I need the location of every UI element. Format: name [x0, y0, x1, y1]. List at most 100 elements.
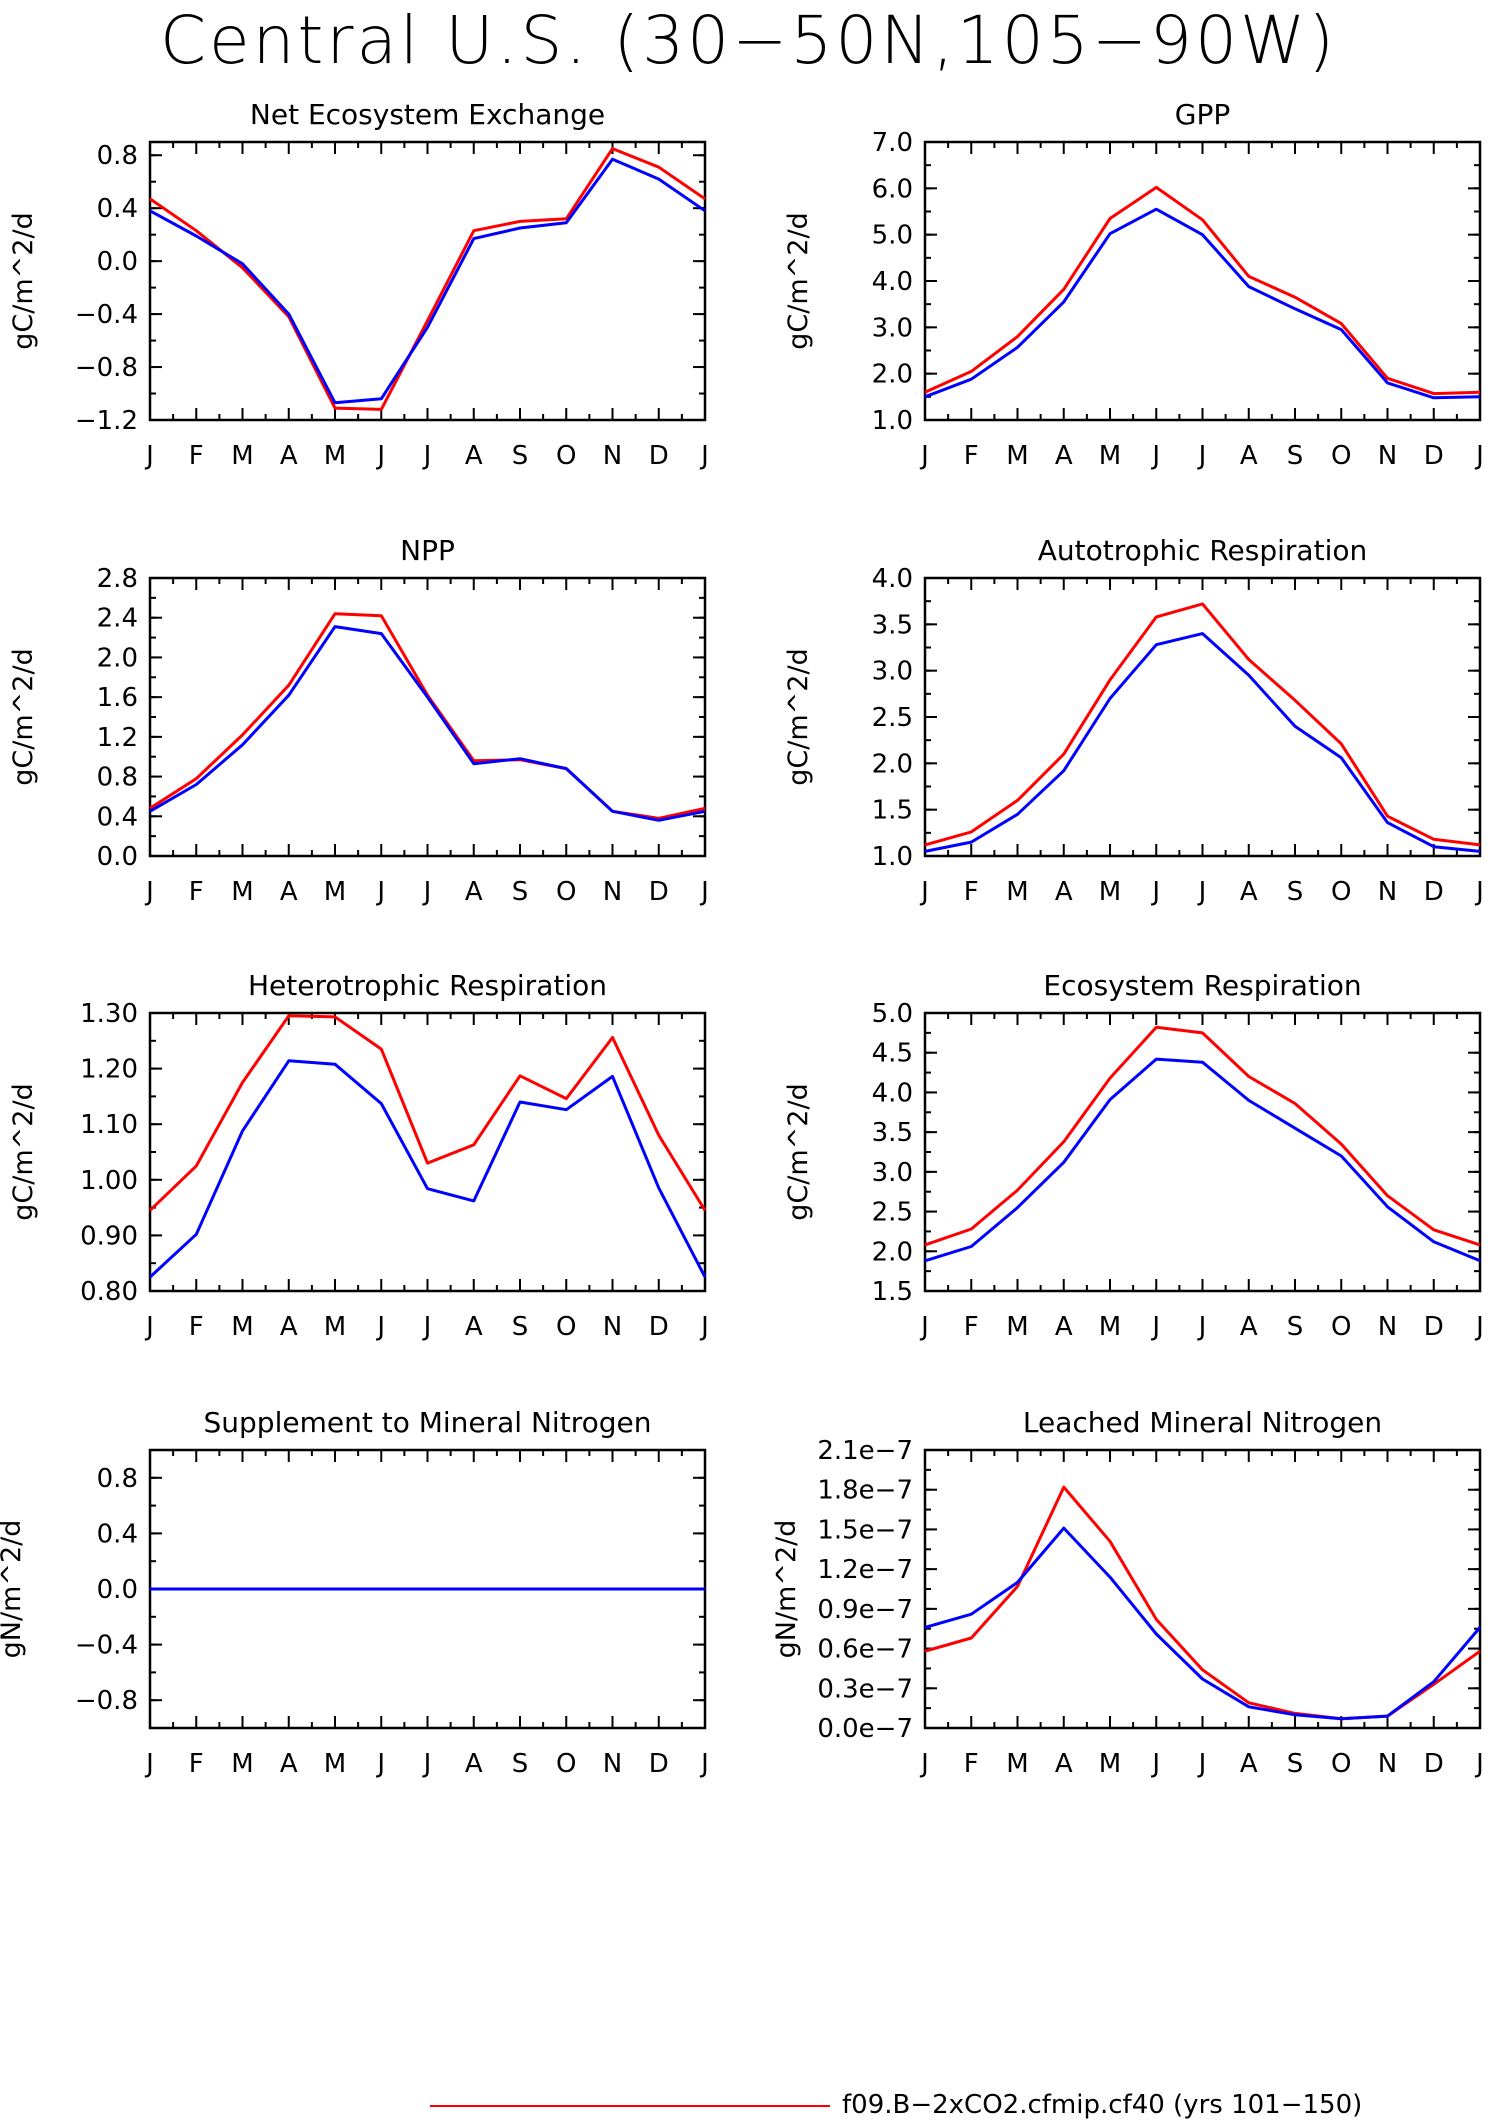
series-line-red [924, 1485, 1481, 1721]
x-tick-label: J [1197, 441, 1207, 471]
x-tick-label: D [1424, 877, 1444, 907]
x-tick-label: J [422, 441, 432, 471]
x-tick-label: S [1287, 1312, 1304, 1342]
x-tick-label: O [556, 441, 576, 471]
y-tick-label: 0.3e−7 [817, 1674, 913, 1704]
chart-title: NPP [400, 534, 455, 567]
y-tick-label: 4.0 [872, 1078, 913, 1108]
plot-frame [923, 1011, 1482, 1293]
series-line-blue [924, 632, 1481, 853]
x-tick-label: A [280, 1749, 298, 1779]
x-tick-label: S [512, 1312, 529, 1342]
chart-title: Supplement to Mineral Nitrogen [204, 1406, 652, 1439]
x-tick-label: J [1474, 1749, 1484, 1779]
chart-panel-5: J F M A M J J A S O N D J0.800.901.001.101.201.30Het… [8, 969, 709, 1342]
x-tick-label: A [1055, 877, 1073, 907]
x-tick-label: A [1240, 877, 1258, 907]
chart-panel-6: J F M A M J J A S O N D J1.52.02.53.03.54.04.55.0Eco… [783, 969, 1484, 1342]
figure-title: Central U.S. (30−50N,105−90W) [159, 2, 1338, 79]
x-tick-label: J [375, 1312, 385, 1342]
x-tick-label: A [1240, 1312, 1258, 1342]
y-tick-label: 0.8 [97, 1464, 138, 1494]
chart-title: Ecosystem Respiration [1043, 969, 1361, 1002]
x-tick-label: J [699, 441, 709, 471]
series-line-blue [149, 157, 706, 405]
series-line-blue [924, 1057, 1481, 1263]
x-tick-label: N [603, 877, 622, 907]
x-tick-label: D [1424, 441, 1444, 471]
x-tick-label: S [1287, 1749, 1304, 1779]
x-tick-label: O [556, 1312, 576, 1342]
y-tick-label: 2.8 [97, 564, 138, 594]
x-tick-label: S [1287, 877, 1304, 907]
x-tick-label: M [231, 1749, 253, 1779]
y-tick-label: 1.5e−7 [817, 1515, 913, 1545]
x-tick-label: F [189, 877, 204, 907]
x-tick-label: N [1378, 877, 1397, 907]
x-tick-label: N [1378, 441, 1397, 471]
y-tick-label: −0.8 [75, 1686, 138, 1716]
x-tick-label: D [649, 1312, 669, 1342]
x-tick-label: J [1474, 877, 1484, 907]
y-tick-label: −0.4 [75, 1631, 138, 1661]
y-tick-label: 1.2e−7 [817, 1555, 913, 1585]
x-tick-label: A [280, 1312, 298, 1342]
x-tick-label: M [324, 1312, 346, 1342]
x-tick-label: F [964, 877, 979, 907]
y-tick-label: 1.30 [80, 999, 138, 1029]
x-tick-label: J [375, 877, 385, 907]
x-tick-label: A [1055, 441, 1073, 471]
y-tick-label: 0.0 [97, 247, 138, 277]
x-tick-label: A [1055, 1312, 1073, 1342]
x-tick-label: A [465, 1312, 483, 1342]
y-axis-label: gC/m^2/d [783, 648, 814, 785]
y-tick-label: 3.0 [872, 657, 913, 687]
x-tick-label: F [189, 1312, 204, 1342]
x-tick-label: J [919, 877, 929, 907]
x-tick-label: N [1378, 1749, 1397, 1779]
y-axis-label: gC/m^2/d [783, 1083, 814, 1220]
x-tick-label: J [1150, 877, 1160, 907]
x-tick-label: N [603, 441, 622, 471]
x-tick-label: J [1150, 1749, 1160, 1779]
y-tick-label: 0.4 [97, 194, 138, 224]
y-tick-label: 2.0 [872, 360, 913, 390]
series-line-blue [148, 1059, 707, 1279]
x-tick-label: M [1006, 877, 1028, 907]
y-tick-label: −0.4 [75, 300, 138, 330]
x-tick-label: M [231, 877, 253, 907]
y-tick-label: 5.0 [872, 999, 913, 1029]
x-tick-label: O [1331, 1749, 1351, 1779]
x-tick-label: D [1424, 1312, 1444, 1342]
x-tick-label: J [919, 1312, 929, 1342]
series-line-red [924, 602, 1481, 847]
x-tick-label: J [144, 441, 154, 471]
x-tick-label: D [649, 1749, 669, 1779]
y-tick-label: 0.6e−7 [817, 1635, 913, 1665]
y-tick-label: 1.0 [872, 406, 913, 436]
chart-panel-4: J F M A M J J A S O N D J1.01.52.02.53.03.54.0Autotr… [783, 534, 1484, 907]
x-tick-label: M [1006, 441, 1028, 471]
y-tick-label: 3.5 [872, 1118, 913, 1148]
x-tick-label: N [603, 1749, 622, 1779]
series-line-red [149, 147, 706, 411]
plot-frame [923, 140, 1482, 422]
y-tick-label: 6.0 [872, 174, 913, 204]
x-tick-label: O [1331, 877, 1351, 907]
x-tick-label: O [556, 877, 576, 907]
y-axis-label: gC/m^2/d [8, 1083, 39, 1220]
series-line-blue [924, 1526, 1482, 1721]
x-tick-label: J [1197, 1312, 1207, 1342]
x-tick-label: M [231, 1312, 253, 1342]
y-tick-label: 0.8 [97, 141, 138, 171]
y-axis-label: gN/m^2/d [771, 1520, 802, 1659]
y-tick-label: −0.8 [75, 353, 138, 383]
chart-panel-2: J F M A M J J A S O N D J1.02.03.04.05.06.07.0GPPgC/… [783, 98, 1484, 471]
y-tick-label: 4.0 [872, 267, 913, 297]
y-axis-label: gC/m^2/d [8, 648, 39, 785]
x-tick-label: S [512, 441, 529, 471]
y-tick-label: 1.6 [97, 683, 138, 713]
plot-frame [923, 576, 1482, 858]
x-tick-label: A [280, 441, 298, 471]
x-tick-label: A [1240, 441, 1258, 471]
